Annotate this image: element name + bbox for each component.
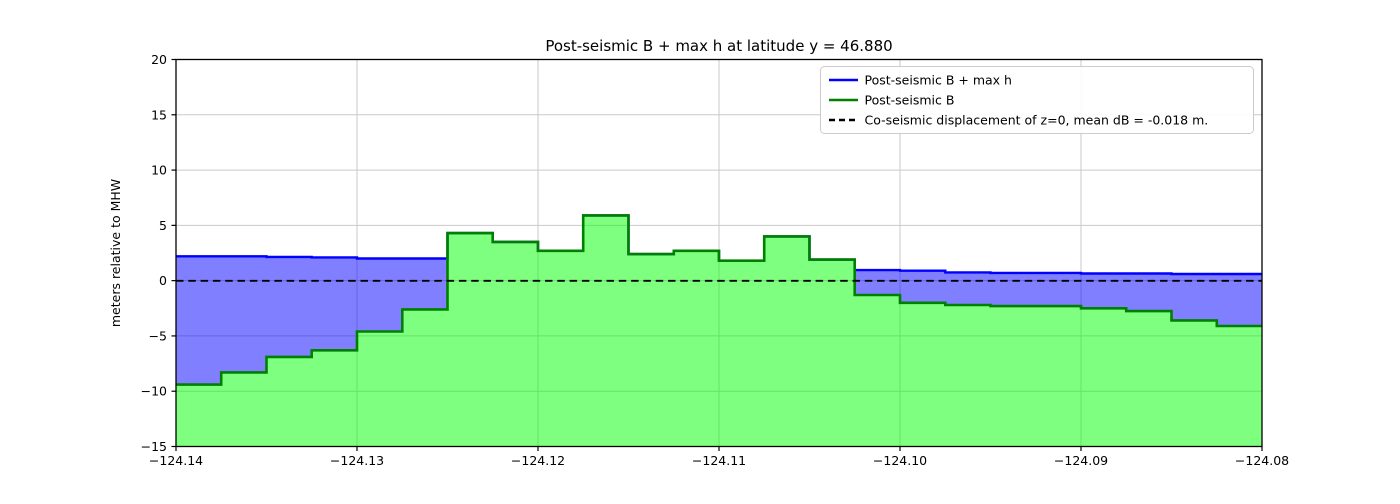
x-tick-label: −124.12	[511, 453, 565, 468]
y-tick-label: 5	[159, 218, 167, 233]
fill-b-plus-maxh	[176, 215, 1262, 385]
y-axis-label: meters relative to MHW	[108, 179, 123, 327]
y-tick-labels: 20 15 10 5 0 −5 −10 −15	[141, 52, 167, 454]
chart-title: Post-seismic B + max h at latitude y = 4…	[545, 37, 892, 55]
x-tick-label: −124.09	[1054, 453, 1108, 468]
x-tick-label: −124.11	[692, 453, 746, 468]
y-tick-label: 10	[151, 163, 167, 178]
x-tick-label: −124.13	[330, 453, 384, 468]
legend: Post-seismic B + max h Post-seismic B Co-s…	[820, 66, 1254, 134]
y-tick-label: 0	[159, 273, 167, 288]
legend-box	[820, 66, 1254, 134]
x-tick-label: −124.14	[149, 453, 203, 468]
line-b	[176, 214, 1262, 386]
legend-item-label: Co-seismic displacement of z=0, mean dB …	[865, 113, 1209, 128]
y-tick-label: −10	[141, 384, 167, 399]
tick-marks	[171, 58, 1263, 451]
y-tick-label: 20	[151, 52, 167, 67]
y-tick-label: −15	[141, 439, 167, 454]
series-lines	[176, 214, 1262, 386]
legend-item-label: Post-seismic B	[865, 93, 955, 108]
legend-item-label: Post-seismic B + max h	[865, 73, 1012, 88]
x-tick-label: −124.08	[1235, 453, 1289, 468]
y-tick-label: −5	[149, 328, 167, 343]
x-tick-labels: −124.14 −124.13 −124.12 −124.11 −124.10 −124.…	[149, 453, 1289, 468]
y-tick-label: 15	[151, 107, 167, 122]
x-tick-label: −124.10	[873, 453, 927, 468]
